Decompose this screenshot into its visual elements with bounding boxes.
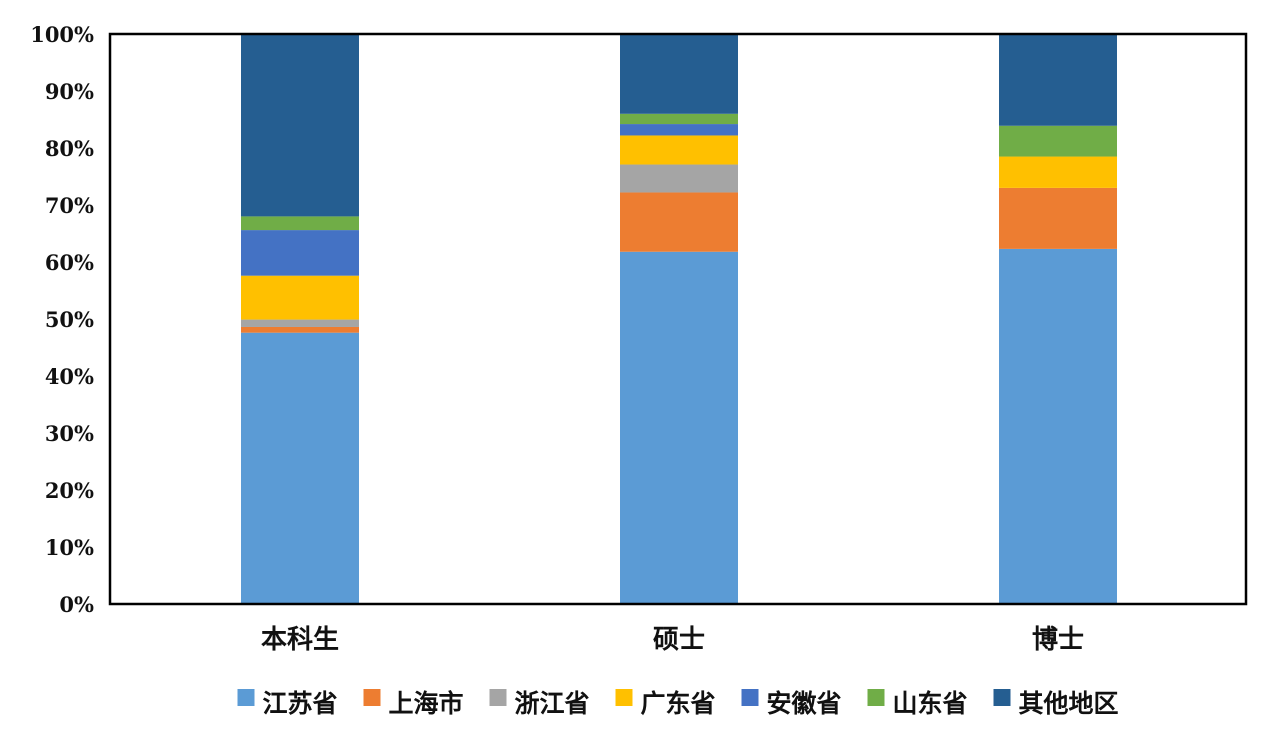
y-tick-label: 30% (45, 421, 94, 446)
legend-label: 江苏省 (263, 689, 338, 718)
y-tick-label: 10% (45, 535, 94, 560)
x-tick-label: 本科生 (261, 625, 339, 655)
legend-swatch (741, 689, 759, 706)
bar-segment (620, 192, 738, 252)
legend-item: 山东省 (867, 689, 968, 718)
legend-item: 浙江省 (489, 689, 590, 718)
bar-segment (999, 187, 1117, 249)
y-tick-label: 60% (45, 250, 94, 275)
bar-stack (620, 34, 738, 605)
legend-swatch (489, 689, 507, 706)
bar-segment (241, 275, 359, 320)
bar-segment (241, 332, 359, 604)
bar-segment (620, 135, 738, 165)
bar-segment (999, 156, 1117, 188)
y-tick-label: 0% (59, 592, 94, 617)
legend-label: 浙江省 (515, 689, 590, 718)
legend: 江苏省 上海市 浙江省 广东省 安徽省 山东省 其他地区 (237, 689, 1119, 718)
bar-segment (620, 251, 738, 605)
bar-segment (620, 34, 738, 114)
y-tick-label: 50% (45, 307, 94, 332)
legend-label: 其他地区 (1019, 689, 1119, 718)
y-tick-label: 90% (45, 79, 94, 104)
bar-segment (999, 34, 1117, 126)
legend-item: 广东省 (615, 689, 716, 718)
legend-swatch (615, 689, 633, 706)
legend-swatch (363, 689, 381, 706)
bar-segment (241, 326, 359, 333)
y-axis-ticks: 0% 10% 20% 30% 40% 50% 60% 70% 80% 90% 100% (30, 22, 94, 617)
legend-item: 江苏省 (237, 689, 338, 718)
bar-segment (620, 164, 738, 193)
bar-segment (241, 216, 359, 231)
bar-segment (999, 248, 1117, 604)
bars-layer (241, 34, 1117, 605)
y-tick-label: 80% (45, 136, 94, 161)
legend-item: 其他地区 (993, 689, 1119, 718)
bar-segment (241, 34, 359, 217)
bar-stack (241, 34, 359, 604)
bar-segment (241, 319, 359, 327)
legend-label: 上海市 (389, 689, 464, 718)
bar-segment (999, 125, 1117, 157)
bar-stack (999, 34, 1117, 604)
y-tick-label: 70% (45, 193, 94, 218)
legend-swatch (993, 689, 1011, 706)
x-tick-label: 博士 (1032, 625, 1084, 655)
legend-label: 安徽省 (767, 689, 842, 718)
y-tick-label: 100% (30, 22, 94, 47)
x-axis-ticks: 本科生 硕士 博士 (261, 625, 1084, 655)
legend-swatch (237, 689, 255, 706)
legend-item: 上海市 (363, 689, 464, 718)
legend-swatch (867, 689, 885, 706)
bar-segment (620, 124, 738, 136)
legend-label: 山东省 (893, 689, 968, 718)
bar-segment (620, 113, 738, 125)
y-tick-label: 40% (45, 364, 94, 389)
legend-item: 安徽省 (741, 689, 842, 718)
x-tick-label: 硕士 (653, 625, 705, 655)
plot-frame (108, 32, 1248, 606)
bar-segment (241, 230, 359, 276)
legend-label: 广东省 (641, 689, 716, 718)
y-tick-label: 20% (45, 478, 94, 503)
